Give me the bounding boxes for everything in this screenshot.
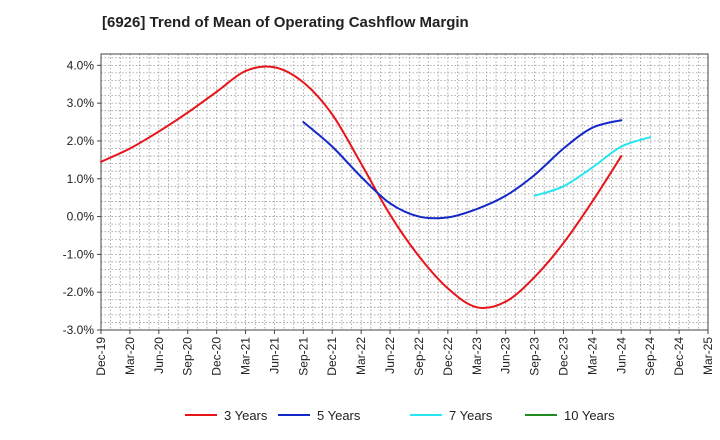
x-tick-label: Mar-23 xyxy=(470,337,484,375)
series-line-3 xyxy=(533,136,652,197)
x-tick-label: Jun-21 xyxy=(267,337,281,374)
chart-title: [6926] Trend of Mean of Operating Cashfl… xyxy=(102,14,469,31)
x-tick-label: Mar-22 xyxy=(354,337,368,375)
x-tick-label: Mar-21 xyxy=(239,337,253,375)
x-tick-label: Sep-21 xyxy=(296,337,310,376)
y-tick-label: 0.0% xyxy=(67,210,95,224)
x-tick-label: Sep-22 xyxy=(412,337,426,376)
legend-label: 3 Years xyxy=(224,408,268,423)
y-tick-label: -3.0% xyxy=(63,323,95,337)
y-tick-label: 3.0% xyxy=(67,96,95,110)
x-tick-label: Dec-23 xyxy=(556,337,570,376)
x-tick-label: Jun-23 xyxy=(499,337,513,374)
x-tick-label: Sep-23 xyxy=(528,337,542,376)
x-tick-label: Sep-20 xyxy=(181,337,195,376)
y-tick-label: -1.0% xyxy=(63,247,95,261)
x-tick-label: Mar-20 xyxy=(123,337,137,375)
y-tick-label: 1.0% xyxy=(67,172,95,186)
x-tick-label: Mar-24 xyxy=(585,337,599,375)
x-tick-label: Jun-22 xyxy=(383,337,397,374)
y-tick-label: 4.0% xyxy=(67,58,95,72)
x-tick-label: Sep-24 xyxy=(643,337,657,376)
x-tick-label: Dec-22 xyxy=(441,337,455,376)
grid-lines xyxy=(101,54,708,330)
series-line-1 xyxy=(100,65,623,310)
legend-label: 10 Years xyxy=(564,408,615,423)
plot-area xyxy=(101,54,708,330)
legend-label: 5 Years xyxy=(317,408,361,423)
x-tick-label: Mar-25 xyxy=(701,337,715,375)
x-tick-label: Jun-20 xyxy=(152,337,166,374)
legend-label: 7 Years xyxy=(449,408,493,423)
x-tick-label: Dec-20 xyxy=(210,337,224,376)
x-tick-label: Dec-24 xyxy=(672,337,686,376)
x-tick-label: Jun-24 xyxy=(614,337,628,374)
series-line-2 xyxy=(302,119,623,220)
x-tick-label: Dec-19 xyxy=(94,337,108,376)
y-tick-label: 2.0% xyxy=(67,134,95,148)
y-tick-label: -2.0% xyxy=(63,285,95,299)
x-tick-label: Dec-21 xyxy=(325,337,339,376)
plot-frame xyxy=(100,53,709,331)
